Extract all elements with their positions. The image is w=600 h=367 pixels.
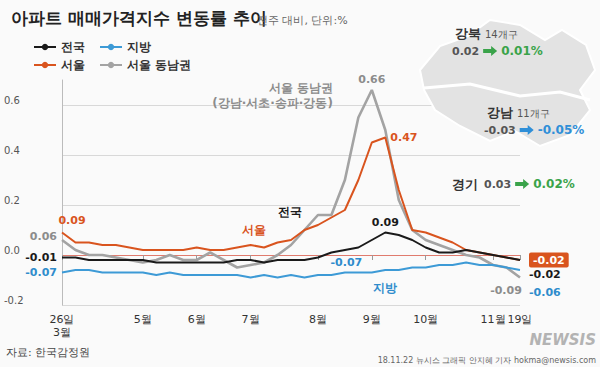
svg-text:0.01%: 0.01%	[501, 44, 543, 58]
svg-text:0.4: 0.4	[4, 145, 20, 156]
svg-text:0.2: 0.2	[4, 195, 20, 206]
svg-text:강남: 강남	[487, 105, 513, 120]
svg-text:7월: 7월	[242, 313, 260, 326]
svg-text:강북: 강북	[455, 26, 481, 41]
svg-text:-0.07: -0.07	[25, 266, 57, 279]
svg-text:NEWSIS: NEWSIS	[529, 331, 596, 349]
svg-text:6월: 6월	[188, 313, 206, 326]
svg-text:-0.02: -0.02	[529, 268, 561, 281]
svg-text:0.66: 0.66	[358, 73, 385, 86]
svg-text:전국: 전국	[61, 40, 85, 54]
svg-text:0.02%: 0.02%	[533, 177, 575, 191]
svg-text:서울 동남권: 서울 동남권	[127, 58, 191, 72]
svg-text:서울: 서울	[61, 58, 85, 72]
svg-text:18.11.22 뉴시스 그래픽 안지혜 기자 hokma@: 18.11.22 뉴시스 그래픽 안지혜 기자 hokma@newsis.com	[378, 356, 597, 365]
svg-text:-0.02: -0.02	[533, 254, 565, 267]
svg-text:-0.09: -0.09	[490, 284, 522, 297]
svg-text:9월: 9월	[363, 313, 381, 326]
svg-text:서울: 서울	[242, 223, 266, 237]
svg-text:-0.06: -0.06	[529, 286, 561, 299]
svg-text:11개구: 11개구	[517, 108, 550, 119]
svg-text:자료: 한국감정원: 자료: 한국감정원	[6, 346, 90, 359]
svg-text:11월: 11월	[481, 313, 506, 326]
svg-text:(강남·서초·송파·강동): (강남·서초·송파·강동)	[212, 96, 333, 110]
svg-text:지방: 지방	[127, 40, 151, 54]
svg-text:경기: 경기	[452, 177, 478, 192]
svg-text:0.6: 0.6	[4, 95, 20, 106]
svg-text:서울 동남권: 서울 동남권	[269, 81, 333, 95]
svg-text:-0.01: -0.01	[25, 251, 57, 264]
svg-text:전주 대비, 단위:%: 전주 대비, 단위:%	[257, 14, 348, 27]
svg-text:0.09: 0.09	[58, 214, 85, 227]
svg-text:지방: 지방	[373, 281, 397, 295]
svg-text:0.06: 0.06	[30, 230, 57, 243]
svg-text:0.02: 0.02	[452, 45, 479, 58]
svg-text:26일: 26일	[50, 313, 75, 326]
svg-text:19일: 19일	[508, 313, 533, 326]
svg-text:0.0: 0.0	[4, 245, 20, 256]
svg-text:-0.2: -0.2	[4, 295, 24, 306]
svg-text:-0.03: -0.03	[484, 124, 516, 137]
svg-text:전국: 전국	[278, 205, 302, 219]
svg-text:5월: 5월	[134, 313, 152, 326]
svg-text:0.03: 0.03	[484, 178, 511, 191]
svg-text:0.47: 0.47	[390, 131, 417, 144]
svg-text:0.09: 0.09	[372, 216, 399, 229]
svg-text:-0.07: -0.07	[330, 256, 362, 269]
svg-text:3월: 3월	[53, 326, 71, 339]
svg-text:14개구: 14개구	[485, 29, 518, 40]
svg-text:10월: 10월	[413, 313, 438, 326]
svg-text:아파트 매매가격지수 변동률 추이: 아파트 매매가격지수 변동률 추이	[11, 8, 267, 28]
svg-text:8월: 8월	[309, 313, 327, 326]
svg-text:-0.05%: -0.05%	[538, 123, 585, 137]
